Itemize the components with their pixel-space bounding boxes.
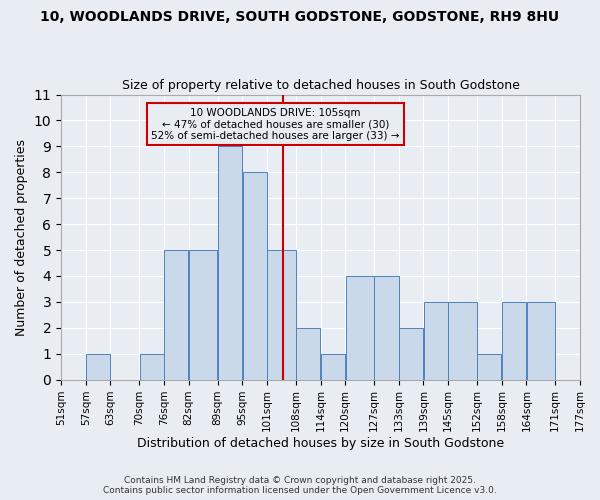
- Bar: [374, 276, 398, 380]
- X-axis label: Distribution of detached houses by size in South Godstone: Distribution of detached houses by size …: [137, 437, 504, 450]
- Text: 10, WOODLANDS DRIVE, SOUTH GODSTONE, GODSTONE, RH9 8HU: 10, WOODLANDS DRIVE, SOUTH GODSTONE, GOD…: [40, 10, 560, 24]
- Bar: [86, 354, 110, 380]
- Y-axis label: Number of detached properties: Number of detached properties: [15, 138, 28, 336]
- Bar: [448, 302, 477, 380]
- Bar: [477, 354, 502, 380]
- Title: Size of property relative to detached houses in South Godstone: Size of property relative to detached ho…: [122, 79, 520, 92]
- Bar: [140, 354, 164, 380]
- Bar: [346, 276, 374, 380]
- Bar: [399, 328, 423, 380]
- Bar: [321, 354, 345, 380]
- Bar: [267, 250, 296, 380]
- Text: 10 WOODLANDS DRIVE: 105sqm
← 47% of detached houses are smaller (30)
52% of semi: 10 WOODLANDS DRIVE: 105sqm ← 47% of deta…: [151, 108, 400, 140]
- Bar: [527, 302, 555, 380]
- Bar: [242, 172, 267, 380]
- Bar: [164, 250, 188, 380]
- Bar: [296, 328, 320, 380]
- Bar: [218, 146, 242, 380]
- Text: Contains HM Land Registry data © Crown copyright and database right 2025.
Contai: Contains HM Land Registry data © Crown c…: [103, 476, 497, 495]
- Bar: [189, 250, 217, 380]
- Bar: [424, 302, 448, 380]
- Bar: [502, 302, 526, 380]
